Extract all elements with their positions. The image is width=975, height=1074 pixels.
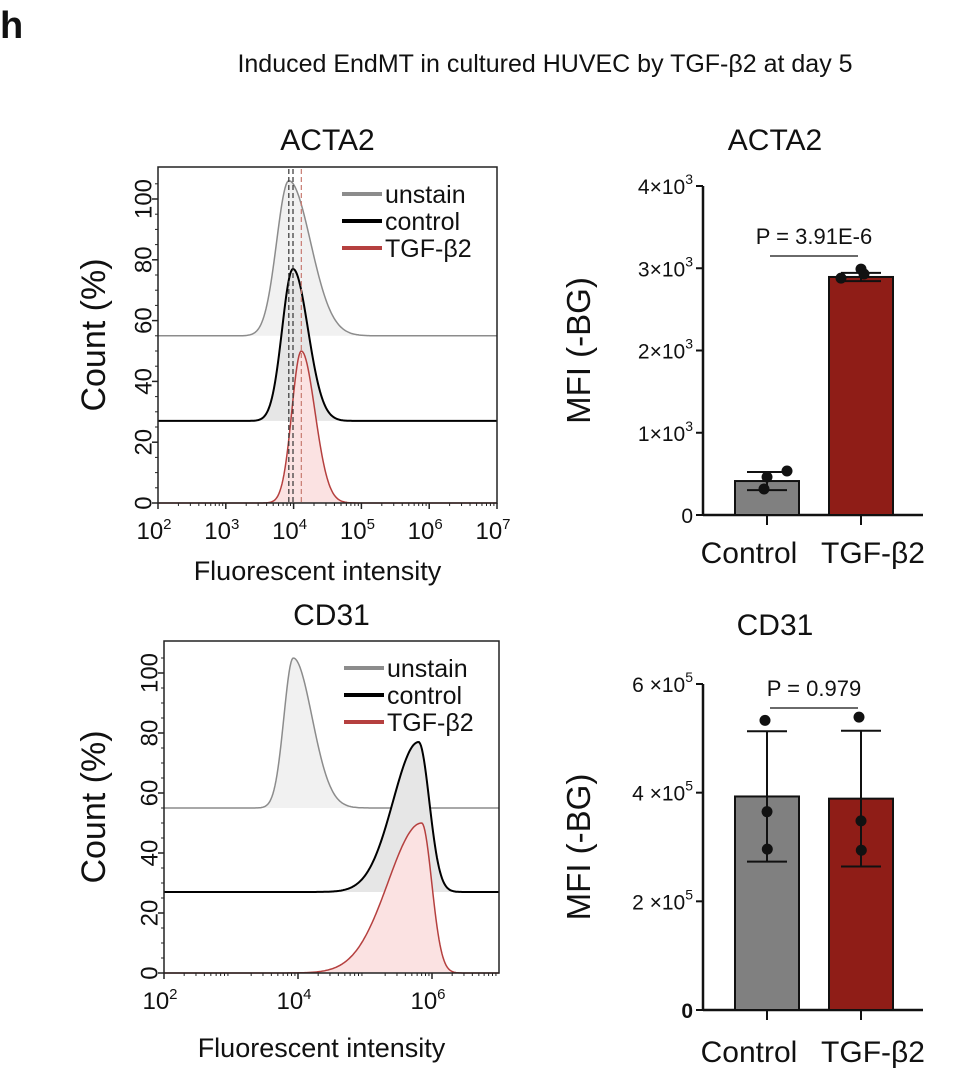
y-tick-label: 80: [131, 246, 158, 273]
plot-frame: [163, 640, 500, 974]
y-tick-label: 2×103: [638, 336, 693, 364]
data-point: [759, 714, 771, 726]
y-tick-label: 60: [131, 307, 158, 334]
legend-label: control: [385, 208, 460, 236]
y-tick-label: 6 ×105: [632, 669, 693, 697]
histogram-line-unstain: [164, 657, 499, 809]
y-tick-label: 20: [137, 900, 164, 927]
y-axis-label: MFI (-BG): [560, 774, 597, 921]
plot-frame: [157, 166, 498, 504]
x-axis-label: Fluorescent intensity: [194, 556, 442, 586]
legend-label: control: [387, 682, 462, 710]
category-label: TGF-β2: [821, 1036, 925, 1069]
y-tick-label: 0: [131, 496, 158, 509]
chart-title: CD31: [737, 609, 814, 642]
data-point: [853, 711, 865, 723]
data-point: [835, 272, 847, 284]
data-point: [858, 268, 870, 280]
data-point: [758, 483, 770, 495]
legend-label: TGF-β2: [385, 235, 472, 263]
legend-label: unstain: [385, 181, 466, 209]
y-tick-label: 4 ×105: [632, 778, 693, 806]
histogram-line-control: [164, 740, 499, 893]
legend-label: TGF-β2: [387, 709, 474, 737]
y-tick-label: 80: [137, 720, 164, 747]
y-tick-label: 3×103: [638, 253, 693, 281]
data-point: [855, 815, 867, 827]
x-axis-label: Fluorescent intensity: [198, 1033, 446, 1063]
bar-chart-1: ACTA2 MFI (-BG) 0 1×103 2×103 3×103 4×103 Contr…: [560, 124, 925, 570]
chart-title: CD31: [293, 599, 370, 632]
histogram-fill: [164, 823, 499, 973]
chart-title: ACTA2: [280, 124, 374, 157]
histogram-line-unstain: [158, 180, 497, 337]
data-point: [855, 844, 867, 856]
y-axis-label: MFI (-BG): [560, 277, 597, 424]
x-tick-label: 107: [475, 516, 510, 545]
chart-title: ACTA2: [728, 124, 822, 157]
x-tick-label: 106: [410, 986, 445, 1015]
data-point: [781, 465, 793, 477]
category-label: Control: [701, 537, 798, 570]
histogram-line-TGF-β2: [164, 822, 499, 974]
x-tick-label: 105: [340, 516, 375, 545]
legend-label: unstain: [387, 655, 468, 683]
x-tick-label: 104: [276, 986, 311, 1015]
y-tick-label: 4×103: [638, 171, 693, 199]
x-tick-label: 103: [204, 516, 239, 545]
histogram-0: ACTA2 0 20 40 60 80 100 102 103 104 105 106 107 Fluor…: [75, 124, 511, 586]
y-axis-label: Count (%): [75, 258, 113, 411]
y-axis-label: Count (%): [75, 730, 113, 883]
data-point: [761, 843, 773, 855]
y-tick-label: 0: [137, 966, 164, 979]
histogram-fill: [164, 742, 499, 892]
figure-title: Induced EndMT in cultured HUVEC by TGF-β…: [237, 50, 852, 78]
bar-TGF-β2: [828, 275, 894, 516]
x-tick-label: 106: [408, 516, 443, 545]
bar-chart-3: CD31 MFI (-BG) 0 2 ×105 4 ×105 6 ×105 Control T…: [560, 609, 925, 1069]
y-tick-label: 60: [137, 780, 164, 807]
x-tick-label: 102: [142, 986, 177, 1015]
x-tick-label: 102: [136, 516, 171, 545]
data-point: [761, 471, 773, 483]
histogram-line-TGF-β2: [158, 350, 497, 504]
p-value: P = 3.91E-6: [756, 224, 872, 249]
p-value: P = 0.979: [767, 676, 861, 701]
panel-letter: h: [0, 5, 23, 47]
y-tick-label: 40: [131, 368, 158, 395]
category-label: Control: [701, 1036, 798, 1069]
y-tick-label: 40: [137, 840, 164, 867]
y-tick-label: 20: [131, 429, 158, 456]
histogram-2: CD31 0 20 40 60 80 100 102 104 106 Fluorescent int…: [75, 599, 500, 1063]
y-tick-label: 100: [131, 179, 158, 219]
histogram-line-control: [158, 267, 497, 422]
y-tick-label: 1×103: [638, 418, 693, 446]
category-label: TGF-β2: [821, 537, 925, 570]
y-tick-label: 0: [681, 1000, 693, 1023]
y-tick-label: 0: [681, 505, 693, 528]
x-tick-label: 104: [272, 516, 307, 545]
y-tick-label: 100: [137, 653, 164, 693]
data-point: [761, 806, 773, 818]
histogram-fill: [158, 268, 497, 421]
y-tick-label: 2 ×105: [632, 886, 693, 914]
